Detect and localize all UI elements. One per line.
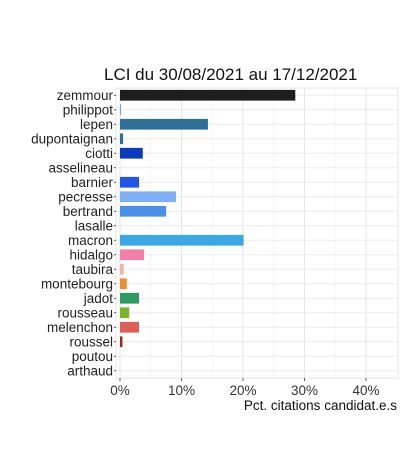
bar-taubira — [120, 263, 124, 275]
bar-dupontaignan — [120, 133, 124, 145]
x-tick-labels: 0% 10% 20% 30% 40% — [110, 378, 380, 398]
category-label: poutou — [72, 349, 113, 364]
category-label: rousseau — [57, 305, 113, 320]
category-label: melenchon — [47, 320, 113, 335]
chart-title: LCI du 30/08/2021 au 17/12/2021 — [104, 65, 357, 84]
bar-macron — [120, 234, 244, 246]
category-label: hidalgo — [69, 247, 113, 262]
category-label: zemmour — [57, 88, 114, 103]
bar-zemmour — [120, 89, 296, 101]
category-label: jadot — [83, 291, 114, 306]
category-labels: zemmourphilippotlependupontaignanciottia… — [31, 88, 116, 378]
plot-area — [115, 87, 399, 379]
bar-philippot — [120, 104, 121, 116]
x-tick-label: 10% — [168, 383, 195, 398]
category-label: macron — [68, 233, 113, 248]
category-label: roussel — [69, 334, 113, 349]
x-tick-label: 30% — [291, 383, 318, 398]
category-label: lepen — [80, 117, 113, 132]
category-label: montebourg — [41, 276, 113, 291]
category-label: lasalle — [75, 218, 113, 233]
bars — [120, 89, 296, 348]
bar-rousseau — [120, 307, 130, 319]
x-axis-label: Pct. citations candidat.e.s — [244, 398, 397, 413]
category-label: philippot — [63, 102, 114, 117]
bar-hidalgo — [120, 249, 144, 261]
bar-montebourg — [120, 278, 127, 290]
bar-barnier — [120, 176, 140, 188]
category-label: dupontaignan — [31, 131, 113, 146]
bar-jadot — [120, 292, 140, 304]
plot-panel — [115, 87, 399, 379]
category-label: asselineau — [48, 160, 113, 175]
bar-pecresse — [120, 191, 176, 203]
bar-ciotti — [120, 147, 143, 159]
x-tick-label: 0% — [110, 383, 130, 398]
bar-roussel — [120, 336, 123, 348]
bar-bertrand — [120, 205, 167, 217]
category-label: pecresse — [58, 189, 113, 204]
category-label: ciotti — [85, 146, 113, 161]
category-label: arthaud — [67, 363, 113, 378]
bar-melenchon — [120, 321, 140, 333]
x-tick-label: 40% — [352, 383, 379, 398]
category-label: bertrand — [63, 204, 113, 219]
category-label: barnier — [71, 175, 114, 190]
bar-lepen — [120, 118, 208, 130]
category-label: taubira — [72, 262, 114, 277]
x-tick-label: 20% — [229, 383, 256, 398]
